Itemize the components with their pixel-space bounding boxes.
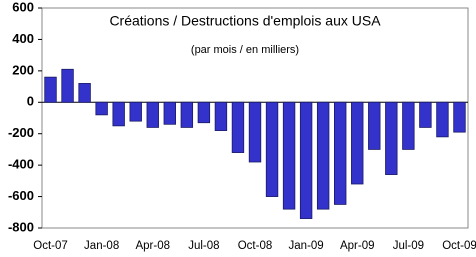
y-tick-label: 400 [12,31,34,46]
chart-subtitle: (par mois / en milliers) [191,44,299,56]
x-tick-label: Oct-09 [442,240,476,252]
bar [453,101,466,133]
bar [436,101,449,138]
bar [146,101,159,128]
bar [214,101,228,131]
x-tick-label: Jan-08 [84,240,119,252]
y-tick-label: 0 [27,94,34,109]
bar [95,101,108,116]
bar [368,101,381,150]
y-tick-label: -800 [8,219,34,234]
bar [248,101,262,163]
bar [61,68,74,103]
bar [299,101,313,219]
y-tick-label: -400 [8,157,34,172]
bar [163,101,176,125]
bar [282,101,296,210]
bar [44,76,57,103]
bar [265,101,279,197]
x-tick-label: Oct-07 [33,240,68,252]
y-tick-label: -600 [8,188,34,203]
x-tick-label: Apr-09 [340,240,375,252]
bar [231,101,245,153]
bar [402,101,415,150]
x-tick-label: Apr-08 [135,240,170,252]
bar [351,101,364,185]
y-tick-label: -200 [8,125,34,140]
bar [78,83,91,103]
bar [129,101,142,122]
chart-title: Créations / Destructions d'emplois aux U… [109,13,381,29]
x-tick-label: Jul-09 [393,240,424,252]
bar [334,101,347,205]
bar [180,101,194,128]
y-tick-label: 200 [12,62,34,77]
y-tick-label: 600 [12,0,34,14]
bar [197,101,211,124]
x-tick-label: Jan-09 [289,240,324,252]
bar [316,101,330,210]
bar [419,101,432,128]
x-tick-label: Jul-08 [188,240,219,252]
x-tick-label: Oct-08 [238,240,273,252]
bar [385,101,398,175]
plot-frame [41,7,469,229]
bar [112,101,125,127]
